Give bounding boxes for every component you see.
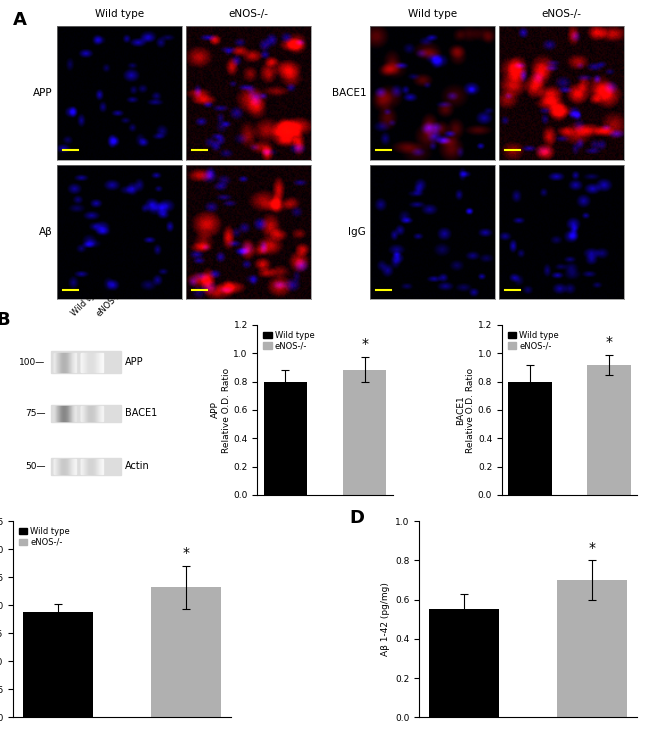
Text: 50—: 50— — [25, 462, 46, 471]
Text: APP: APP — [125, 357, 144, 367]
Text: Wild type: Wild type — [95, 10, 144, 20]
Bar — [264, 381, 307, 495]
Text: *: * — [182, 546, 189, 561]
Text: 75—: 75— — [25, 409, 46, 418]
Text: eNOS-/-: eNOS-/- — [94, 289, 124, 318]
Text: *: * — [361, 337, 368, 351]
Y-axis label: BACE1
Relative O.D. Ratio: BACE1 Relative O.D. Ratio — [456, 367, 475, 452]
Text: D: D — [350, 509, 365, 527]
Y-axis label: APP
Relative O.D. Ratio: APP Relative O.D. Ratio — [211, 367, 231, 452]
Text: A: A — [13, 11, 27, 29]
Bar — [557, 580, 627, 717]
Bar — [23, 612, 93, 717]
Text: APP: APP — [33, 88, 53, 97]
Text: Wild type: Wild type — [408, 10, 457, 20]
Legend: Wild type, eNOS-/-: Wild type, eNOS-/- — [17, 526, 72, 548]
Text: *: * — [606, 335, 612, 349]
Text: 100—: 100— — [19, 358, 46, 367]
Bar — [151, 587, 221, 717]
Text: Wild type: Wild type — [70, 284, 104, 318]
Text: Actin: Actin — [125, 461, 150, 471]
Text: IgG: IgG — [348, 227, 366, 237]
Legend: Wild type, eNOS-/-: Wild type, eNOS-/- — [262, 329, 317, 352]
Text: B: B — [0, 311, 10, 329]
Y-axis label: Aβ 1-42 (pg/mg): Aβ 1-42 (pg/mg) — [381, 583, 389, 656]
Bar — [508, 381, 552, 495]
Bar — [343, 370, 386, 495]
Bar — [51, 405, 121, 422]
Legend: Wild type, eNOS-/-: Wild type, eNOS-/- — [506, 329, 561, 352]
Text: BACE1: BACE1 — [332, 88, 366, 97]
Text: *: * — [588, 540, 595, 555]
Bar — [51, 458, 121, 474]
Text: eNOS-/-: eNOS-/- — [228, 10, 268, 20]
Text: eNOS-/-: eNOS-/- — [541, 10, 582, 20]
Bar — [429, 610, 499, 717]
Bar — [588, 365, 631, 495]
Bar — [51, 351, 121, 373]
Text: Aβ: Aβ — [39, 227, 53, 237]
Text: BACE1: BACE1 — [125, 408, 157, 419]
